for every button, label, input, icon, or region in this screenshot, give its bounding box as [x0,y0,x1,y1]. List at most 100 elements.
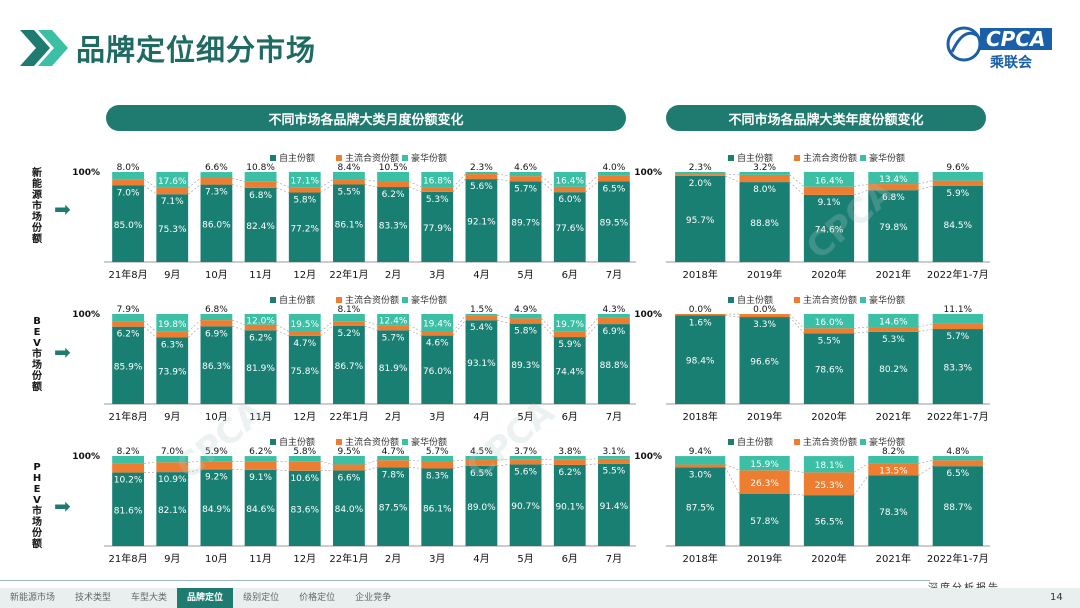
data-label: 89.7% [511,219,540,229]
data-label: 5.7% [382,333,405,343]
bar-segment [675,467,726,546]
data-label: 6.0% [558,195,581,205]
connector-line [232,319,245,325]
bar-segment [333,464,365,471]
bar-segment [932,180,983,186]
row-label-phev: PHEV市场份额 [32,462,42,550]
connector-line [408,459,422,462]
nav-item-nev-market[interactable]: 新能源市场 [10,593,56,603]
bar-segment [288,192,321,262]
data-label: 82.1% [158,506,187,516]
data-label: 56.5% [815,518,844,528]
connector-line [854,326,869,329]
data-label: 6.8% [205,305,228,315]
bar-segment [200,456,233,462]
data-label: 81.6% [114,506,143,516]
bar-segment [421,314,454,332]
nav-item-brand-position[interactable]: 品牌定位 [177,588,234,608]
data-label: 81.9% [246,364,275,374]
data-label: 8.3% [426,472,449,482]
legend-label-1: 自主份额 [279,152,315,164]
x-tick-label: 12月 [293,269,316,281]
data-label: 81.9% [379,364,408,374]
data-label: 5.9% [946,189,969,199]
data-label: 86.3% [202,362,231,372]
data-label: 7.8% [382,470,405,480]
bar-segment [377,181,409,188]
bar-segment [868,456,919,464]
y-tick-100: 100% [72,310,100,320]
data-label: 6.6% [337,473,360,483]
data-label: 19.8% [158,320,187,330]
connector-line [364,325,378,331]
connector-line [408,330,422,336]
bar-segment [288,470,321,546]
x-tick-label: 4月 [473,411,489,423]
data-label: 17.6% [158,177,187,187]
y-tick-100: 100% [72,452,100,462]
nav-item-tech-type[interactable]: 技术类型 [75,593,112,603]
bar-segment [377,330,409,404]
bar-segment [244,469,277,546]
connector-line [854,189,869,196]
footer-divider [0,580,930,581]
data-label: 5.3% [882,335,905,345]
data-label: 25.3% [815,481,844,491]
bar-segment [553,455,586,460]
nav-item-price-position[interactable]: 价格定位 [299,593,336,603]
nav-item-level-position[interactable]: 级别定位 [243,593,280,603]
bar-segment [739,317,790,404]
bar-segment [739,182,790,262]
nav-item-vehicle-type[interactable]: 车型大类 [131,593,168,603]
bar-segment [553,172,586,187]
bar-segment [509,459,542,465]
connector-line [143,178,157,189]
bar-segment [421,172,454,188]
bar-segment [868,313,919,328]
x-tick-label: 2021年 [876,268,911,281]
bar-segment [244,324,277,331]
annual-section-header: 不同市场各品牌大类年度份额变化 [666,105,986,131]
x-tick-label: 21年8月 [109,410,148,423]
connector-line [789,181,805,196]
bar-segment [675,314,726,316]
connector-line [541,318,555,332]
data-label: 1.5% [470,305,493,315]
data-label: 5.8% [293,196,316,206]
bar-segment [421,461,454,469]
phev-annual-chart: 自主份额 主流合资份额 豪华份额 100% 87.5% 3.0% 9.4% 2018年 57.8… [634,436,990,565]
data-label: 5.2% [337,329,360,339]
data-label: 19.4% [423,320,452,330]
bar-segment [553,464,586,546]
data-label: 73.9% [158,368,187,378]
data-label: 96.6% [750,358,779,368]
data-label: 90.1% [555,502,584,512]
legend-swatch-2 [794,155,800,161]
data-label: 4.6% [426,339,449,349]
bar-segment [421,455,454,462]
nav-item-enterprise-competition[interactable]: 企业竞争 [355,593,392,603]
x-tick-label: 6月 [562,269,578,281]
data-label: 74.4% [555,368,584,378]
data-label: 4.5% [470,447,493,457]
data-label: 16.4% [815,176,844,186]
data-label: 0.0% [753,305,776,315]
arrow-right-icon: ➡ [54,494,71,518]
legend-swatch-1 [728,297,734,303]
bar-segment [932,466,983,546]
legend-label-2: 主流合资份额 [345,152,399,164]
x-tick-label: 2月 [385,411,401,423]
bar-segment [868,172,919,185]
connector-line [408,324,422,332]
bar-segment [288,187,321,193]
bar-segment [803,333,855,404]
bar-segment [553,314,586,332]
data-label: 7.0% [161,447,184,457]
data-label: 8.1% [337,305,360,315]
bar-segment [377,456,409,461]
data-label: 77.2% [290,224,319,234]
x-tick-label: 10月 [205,411,228,423]
connector-line [725,464,740,471]
bar-segment [200,314,233,321]
connector-line [232,177,245,183]
